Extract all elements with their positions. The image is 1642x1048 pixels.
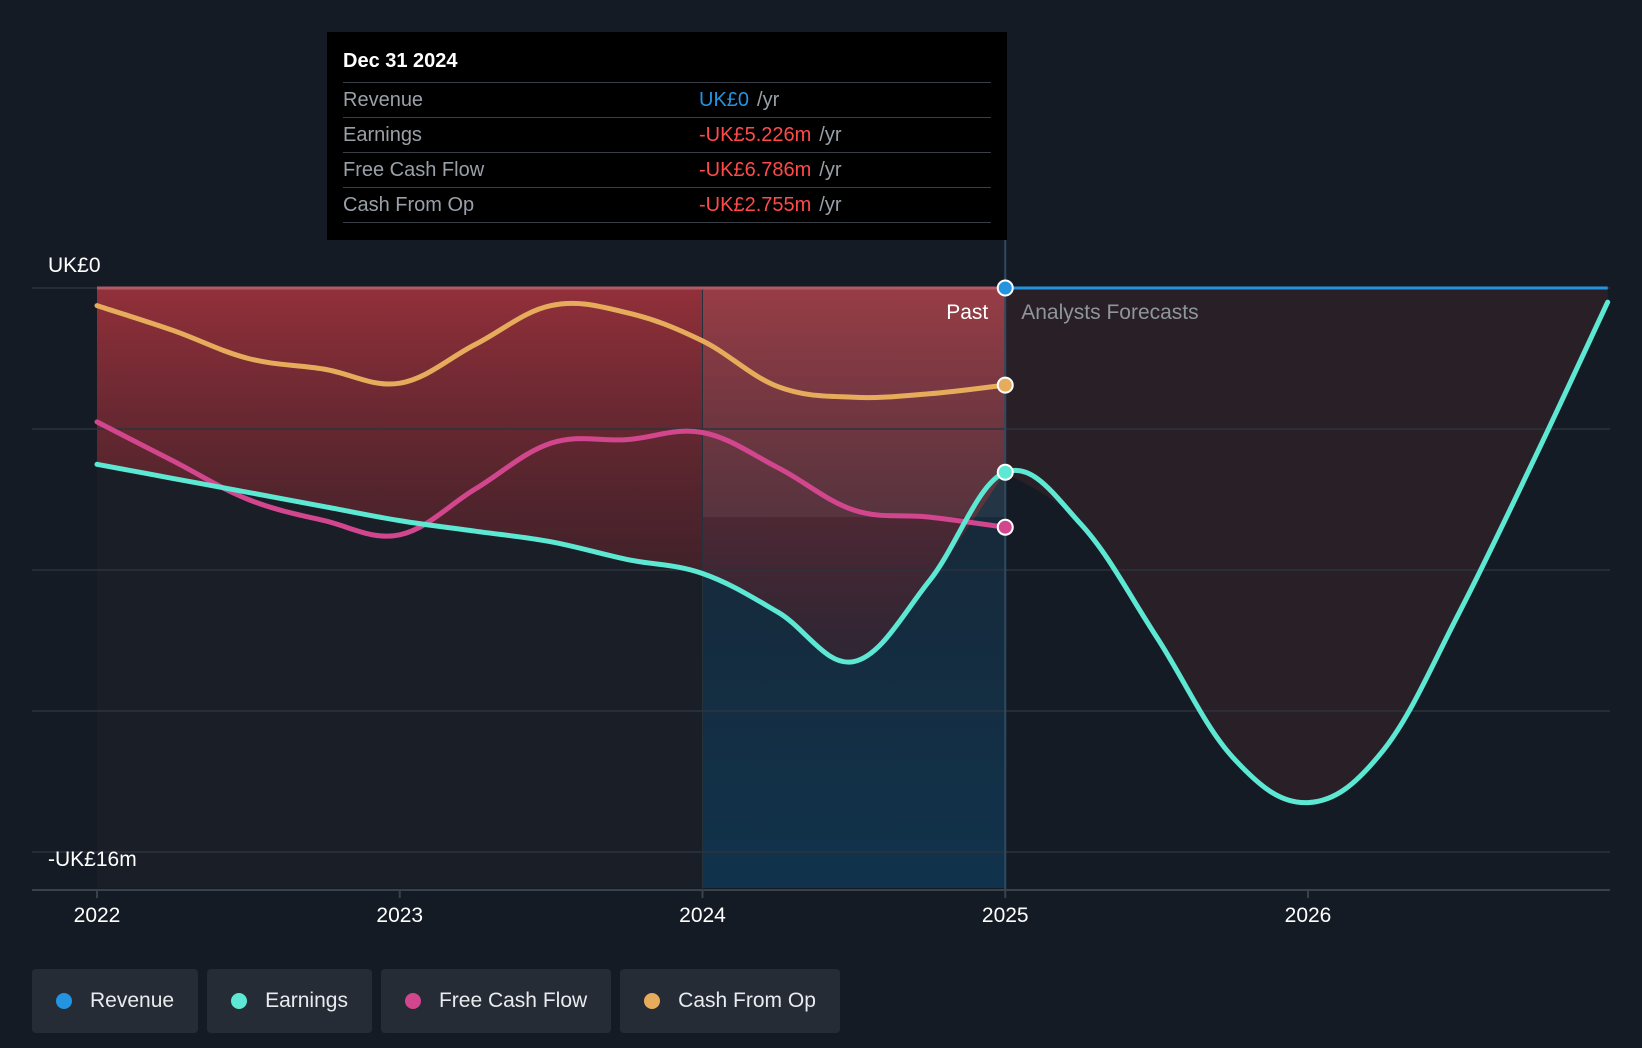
legend-label: Free Cash Flow <box>438 989 588 1012</box>
tooltip-value: -UK£2.755m <box>699 194 812 216</box>
tooltip-label: Revenue <box>343 89 424 111</box>
tooltip-unit: /yr <box>819 194 842 216</box>
tooltip-label: Earnings <box>343 124 422 146</box>
cash-from-op-line <box>94 300 1008 401</box>
legend-item-cash-from-op[interactable]: Cash From Op <box>620 969 840 1033</box>
legend-dot-icon <box>404 993 421 1009</box>
earnings-end-marker <box>996 463 1014 481</box>
x-tick-label: 2025 <box>982 904 1029 927</box>
x-tick-label: 2023 <box>376 904 423 927</box>
revenue-end-marker <box>996 279 1014 297</box>
legend-item-earnings[interactable]: Earnings <box>207 969 372 1033</box>
tooltip-row-earnings: Earnings -UK£5.226m/yr <box>343 118 991 153</box>
tooltip-value: -UK£6.786m <box>699 159 812 181</box>
tooltip-unit: /yr <box>819 159 842 181</box>
legend: Revenue Earnings Free Cash Flow Cash From O… <box>32 969 840 1033</box>
tooltip-unit: /yr <box>757 89 780 111</box>
tooltip-value: -UK£5.226m <box>699 124 812 146</box>
x-tick-label: 2026 <box>1285 904 1332 927</box>
earnings-line <box>94 299 1611 806</box>
legend-dot-icon <box>644 993 661 1009</box>
legend-label: Cash From Op <box>678 989 816 1012</box>
y-axis-label-bottom: -UK£16m <box>48 848 137 871</box>
legend-label: Revenue <box>90 989 175 1012</box>
x-tick-label: 2022 <box>74 904 121 927</box>
earnings-past-area <box>97 288 1006 663</box>
tooltip-label: Cash From Op <box>343 194 475 216</box>
earnings-forecast-area <box>1005 288 1608 803</box>
tooltip: Dec 31 2024 Revenue UK£0/yr Earnings -UK£5.… <box>327 32 1007 240</box>
free-cash-flow-line <box>94 419 1008 539</box>
past-label: Past <box>946 301 988 324</box>
x-tick-label: 2024 <box>679 904 726 927</box>
y-axis-label-top: UK£0 <box>48 254 101 277</box>
tooltip-label: Free Cash Flow <box>343 159 485 181</box>
tooltip-row-cash-from-op: Cash From Op -UK£2.755m/yr <box>343 188 991 223</box>
legend-dot-icon <box>231 993 248 1009</box>
forecast-label: Analysts Forecasts <box>1021 301 1198 324</box>
tooltip-value: UK£0 <box>699 89 750 111</box>
legend-label: Earnings <box>265 989 348 1012</box>
free-cash-flow-end-marker <box>996 518 1014 536</box>
cash-from-op-end-marker <box>996 376 1014 394</box>
tooltip-row-revenue: Revenue UK£0/yr <box>343 83 991 118</box>
legend-dot-icon <box>56 993 72 1009</box>
highlight-wash <box>702 288 1006 518</box>
legend-item-revenue[interactable]: Revenue <box>32 969 199 1033</box>
tooltip-date: Dec 31 2024 <box>343 46 991 83</box>
tooltip-row-free-cash-flow: Free Cash Flow -UK£6.786m/yr <box>343 153 991 188</box>
tooltip-unit: /yr <box>819 124 842 146</box>
legend-item-free-cash-flow[interactable]: Free Cash Flow <box>380 969 612 1033</box>
